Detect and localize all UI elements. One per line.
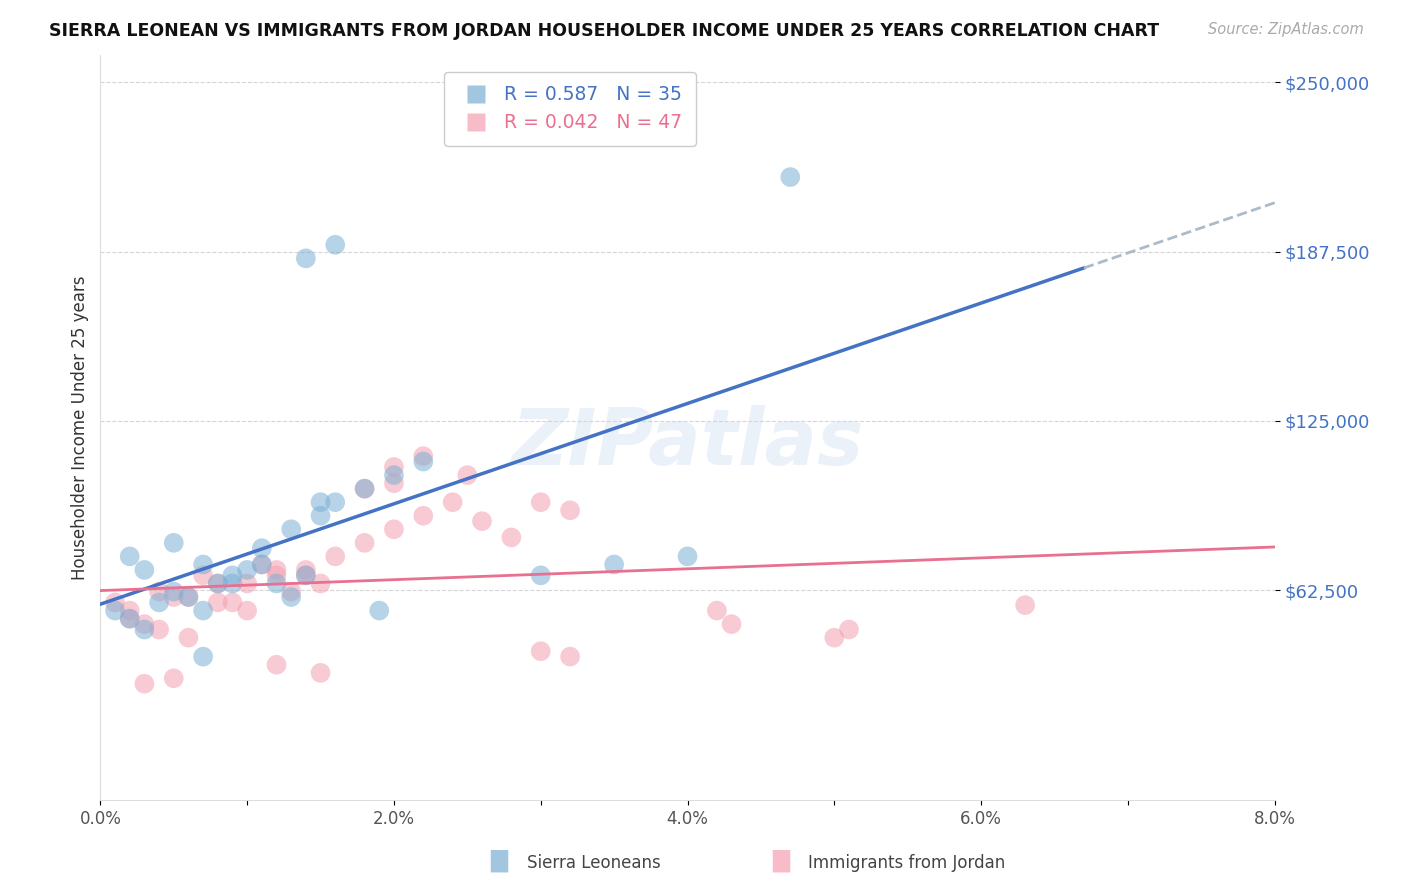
Point: [134, 676, 156, 690]
Point: [676, 549, 699, 564]
Text: █: █: [772, 850, 789, 872]
Point: [148, 623, 170, 637]
Point: [323, 495, 346, 509]
Text: Source: ZipAtlas.com: Source: ZipAtlas.com: [1208, 22, 1364, 37]
Text: ZIPatlas: ZIPatlas: [512, 405, 863, 481]
Point: [779, 169, 801, 184]
Text: SIERRA LEONEAN VS IMMIGRANTS FROM JORDAN HOUSEHOLDER INCOME UNDER 25 YEARS CORRE: SIERRA LEONEAN VS IMMIGRANTS FROM JORDAN…: [49, 22, 1160, 40]
Point: [250, 541, 273, 556]
Point: [207, 576, 229, 591]
Point: [134, 617, 156, 632]
Point: [236, 603, 259, 617]
Point: [177, 631, 200, 645]
Point: [134, 623, 156, 637]
Point: [441, 495, 464, 509]
Point: [295, 563, 318, 577]
Point: [280, 584, 302, 599]
Point: [412, 454, 434, 468]
Point: [221, 576, 243, 591]
Point: [118, 612, 141, 626]
Point: [163, 590, 186, 604]
Point: [823, 631, 845, 645]
Point: [191, 649, 214, 664]
Point: [236, 576, 259, 591]
Point: [207, 576, 229, 591]
Point: [118, 549, 141, 564]
Point: [323, 549, 346, 564]
Point: [163, 584, 186, 599]
Point: [558, 649, 581, 664]
Point: [134, 563, 156, 577]
Y-axis label: Householder Income Under 25 years: Householder Income Under 25 years: [72, 276, 89, 580]
Point: [118, 612, 141, 626]
Point: [530, 644, 553, 658]
Legend: R = 0.587   N = 35, R = 0.042   N = 47: R = 0.587 N = 35, R = 0.042 N = 47: [444, 72, 696, 145]
Point: [382, 522, 405, 536]
Point: [295, 568, 318, 582]
Point: [163, 671, 186, 685]
Point: [471, 514, 494, 528]
Point: [309, 508, 332, 523]
Point: [309, 576, 332, 591]
Point: [382, 468, 405, 483]
Point: [266, 576, 288, 591]
Point: [295, 568, 318, 582]
Point: [558, 503, 581, 517]
Point: [720, 617, 742, 632]
Point: [104, 603, 127, 617]
Point: [266, 657, 288, 672]
Point: [412, 508, 434, 523]
Point: [382, 460, 405, 475]
Point: [323, 237, 346, 252]
Point: [118, 603, 141, 617]
Point: [191, 558, 214, 572]
Point: [177, 590, 200, 604]
Point: [221, 595, 243, 609]
Point: [295, 252, 318, 266]
Point: [280, 522, 302, 536]
Point: [353, 482, 375, 496]
Point: [266, 568, 288, 582]
Point: [353, 536, 375, 550]
Point: [456, 468, 478, 483]
Point: [177, 590, 200, 604]
Point: [207, 595, 229, 609]
Point: [221, 568, 243, 582]
Point: [603, 558, 626, 572]
Point: [266, 563, 288, 577]
Point: [250, 558, 273, 572]
Point: [191, 603, 214, 617]
Point: [309, 495, 332, 509]
Point: [530, 568, 553, 582]
Point: [280, 590, 302, 604]
Point: [236, 563, 259, 577]
Point: [104, 595, 127, 609]
Point: [148, 595, 170, 609]
Point: [309, 665, 332, 680]
Point: [530, 495, 553, 509]
Point: [501, 530, 523, 544]
Point: [148, 584, 170, 599]
Point: [838, 623, 860, 637]
Point: [412, 449, 434, 463]
Point: [1014, 598, 1036, 612]
Point: [163, 536, 186, 550]
Text: Immigrants from Jordan: Immigrants from Jordan: [808, 855, 1005, 872]
Point: [191, 568, 214, 582]
Point: [353, 482, 375, 496]
Point: [368, 603, 391, 617]
Text: █: █: [491, 850, 508, 872]
Point: [250, 558, 273, 572]
Text: Sierra Leoneans: Sierra Leoneans: [527, 855, 661, 872]
Point: [382, 476, 405, 491]
Point: [706, 603, 728, 617]
